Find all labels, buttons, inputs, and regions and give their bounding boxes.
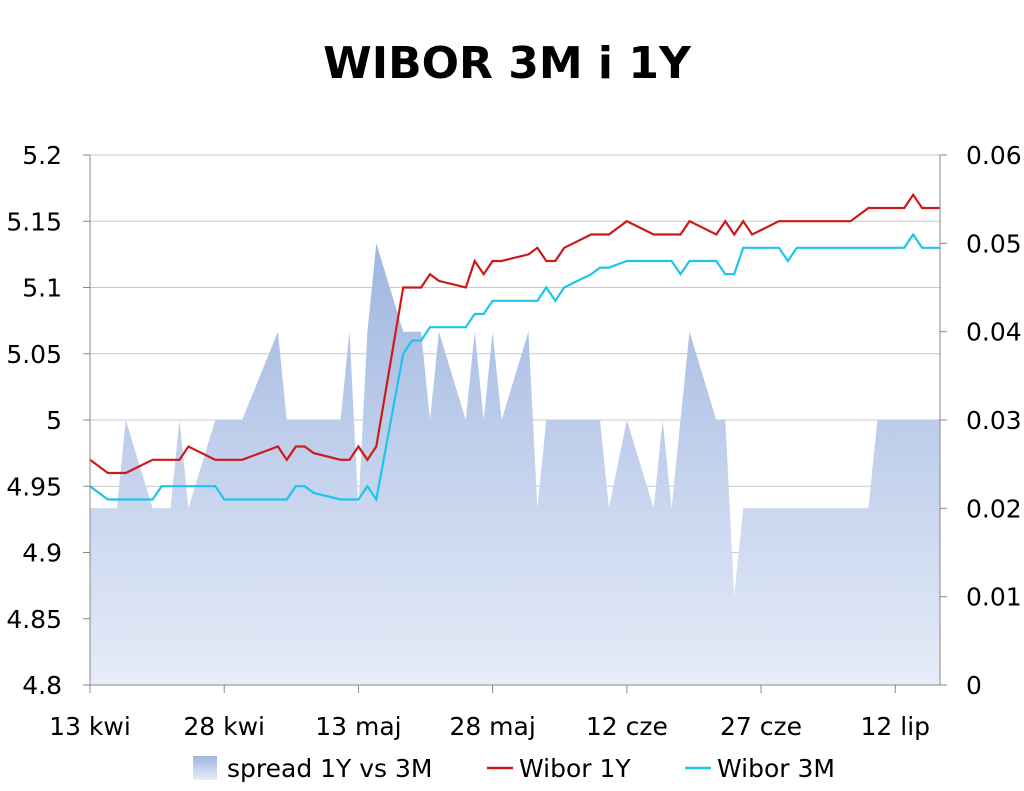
y-left-tick-label: 5.05 <box>6 340 62 369</box>
y-right-tick-label: 0.02 <box>966 494 1022 523</box>
y-right-tick-label: 0.03 <box>966 406 1022 435</box>
x-tick-label: 13 kwi <box>49 712 131 741</box>
y-left-tick-label: 5.2 <box>22 141 62 170</box>
y-left-tick-label: 4.9 <box>22 539 62 568</box>
legend-swatch-spread-1y-vs-3m <box>193 756 217 780</box>
y-right-tick-label: 0.04 <box>966 318 1022 347</box>
series-area-spread-1y-vs-3m <box>90 243 940 686</box>
x-tick-label: 12 lip <box>860 712 930 741</box>
x-tick-label: 28 maj <box>449 712 535 741</box>
x-tick-label: 12 cze <box>586 712 668 741</box>
line-series-layer <box>89 192 940 503</box>
y-left-tick-label: 5 <box>46 406 62 435</box>
legend: spread 1Y vs 3M Wibor 1Y Wibor 3M <box>193 754 835 783</box>
y-right-tick-label: 0 <box>966 671 982 700</box>
y-left-tick-label: 5.1 <box>22 274 62 303</box>
x-tick-label: 28 kwi <box>183 712 265 741</box>
axes: 4.8 4.85 4.9 4.95 5 5.05 5.1 5.15 5.2 0 0.01 0.02 0.… <box>6 141 1021 741</box>
y-right-tick-label: 0.05 <box>966 229 1022 258</box>
legend-label-wibor-3m: Wibor 3M <box>717 754 835 783</box>
spread-area-layer <box>90 243 940 686</box>
legend-label-spread-1y-vs-3m: spread 1Y vs 3M <box>227 754 433 783</box>
x-tick-label: 27 cze <box>720 712 802 741</box>
y-right-tick-label: 0.01 <box>966 583 1022 612</box>
y-left-tick-label: 5.15 <box>6 207 62 236</box>
y-left-tick-label: 4.95 <box>6 472 62 501</box>
series-line-wibor-3m <box>89 232 940 503</box>
y-left-tick-label: 4.85 <box>6 605 62 634</box>
y-right-tick-label: 0.06 <box>966 141 1022 170</box>
x-tick-label: 13 maj <box>315 712 401 741</box>
series-line-wibor-1y <box>89 192 940 475</box>
chart-title: WIBOR 3M i 1Y <box>323 38 692 89</box>
y-left-tick-label: 4.8 <box>22 671 62 700</box>
legend-label-wibor-1y: Wibor 1Y <box>519 754 631 783</box>
